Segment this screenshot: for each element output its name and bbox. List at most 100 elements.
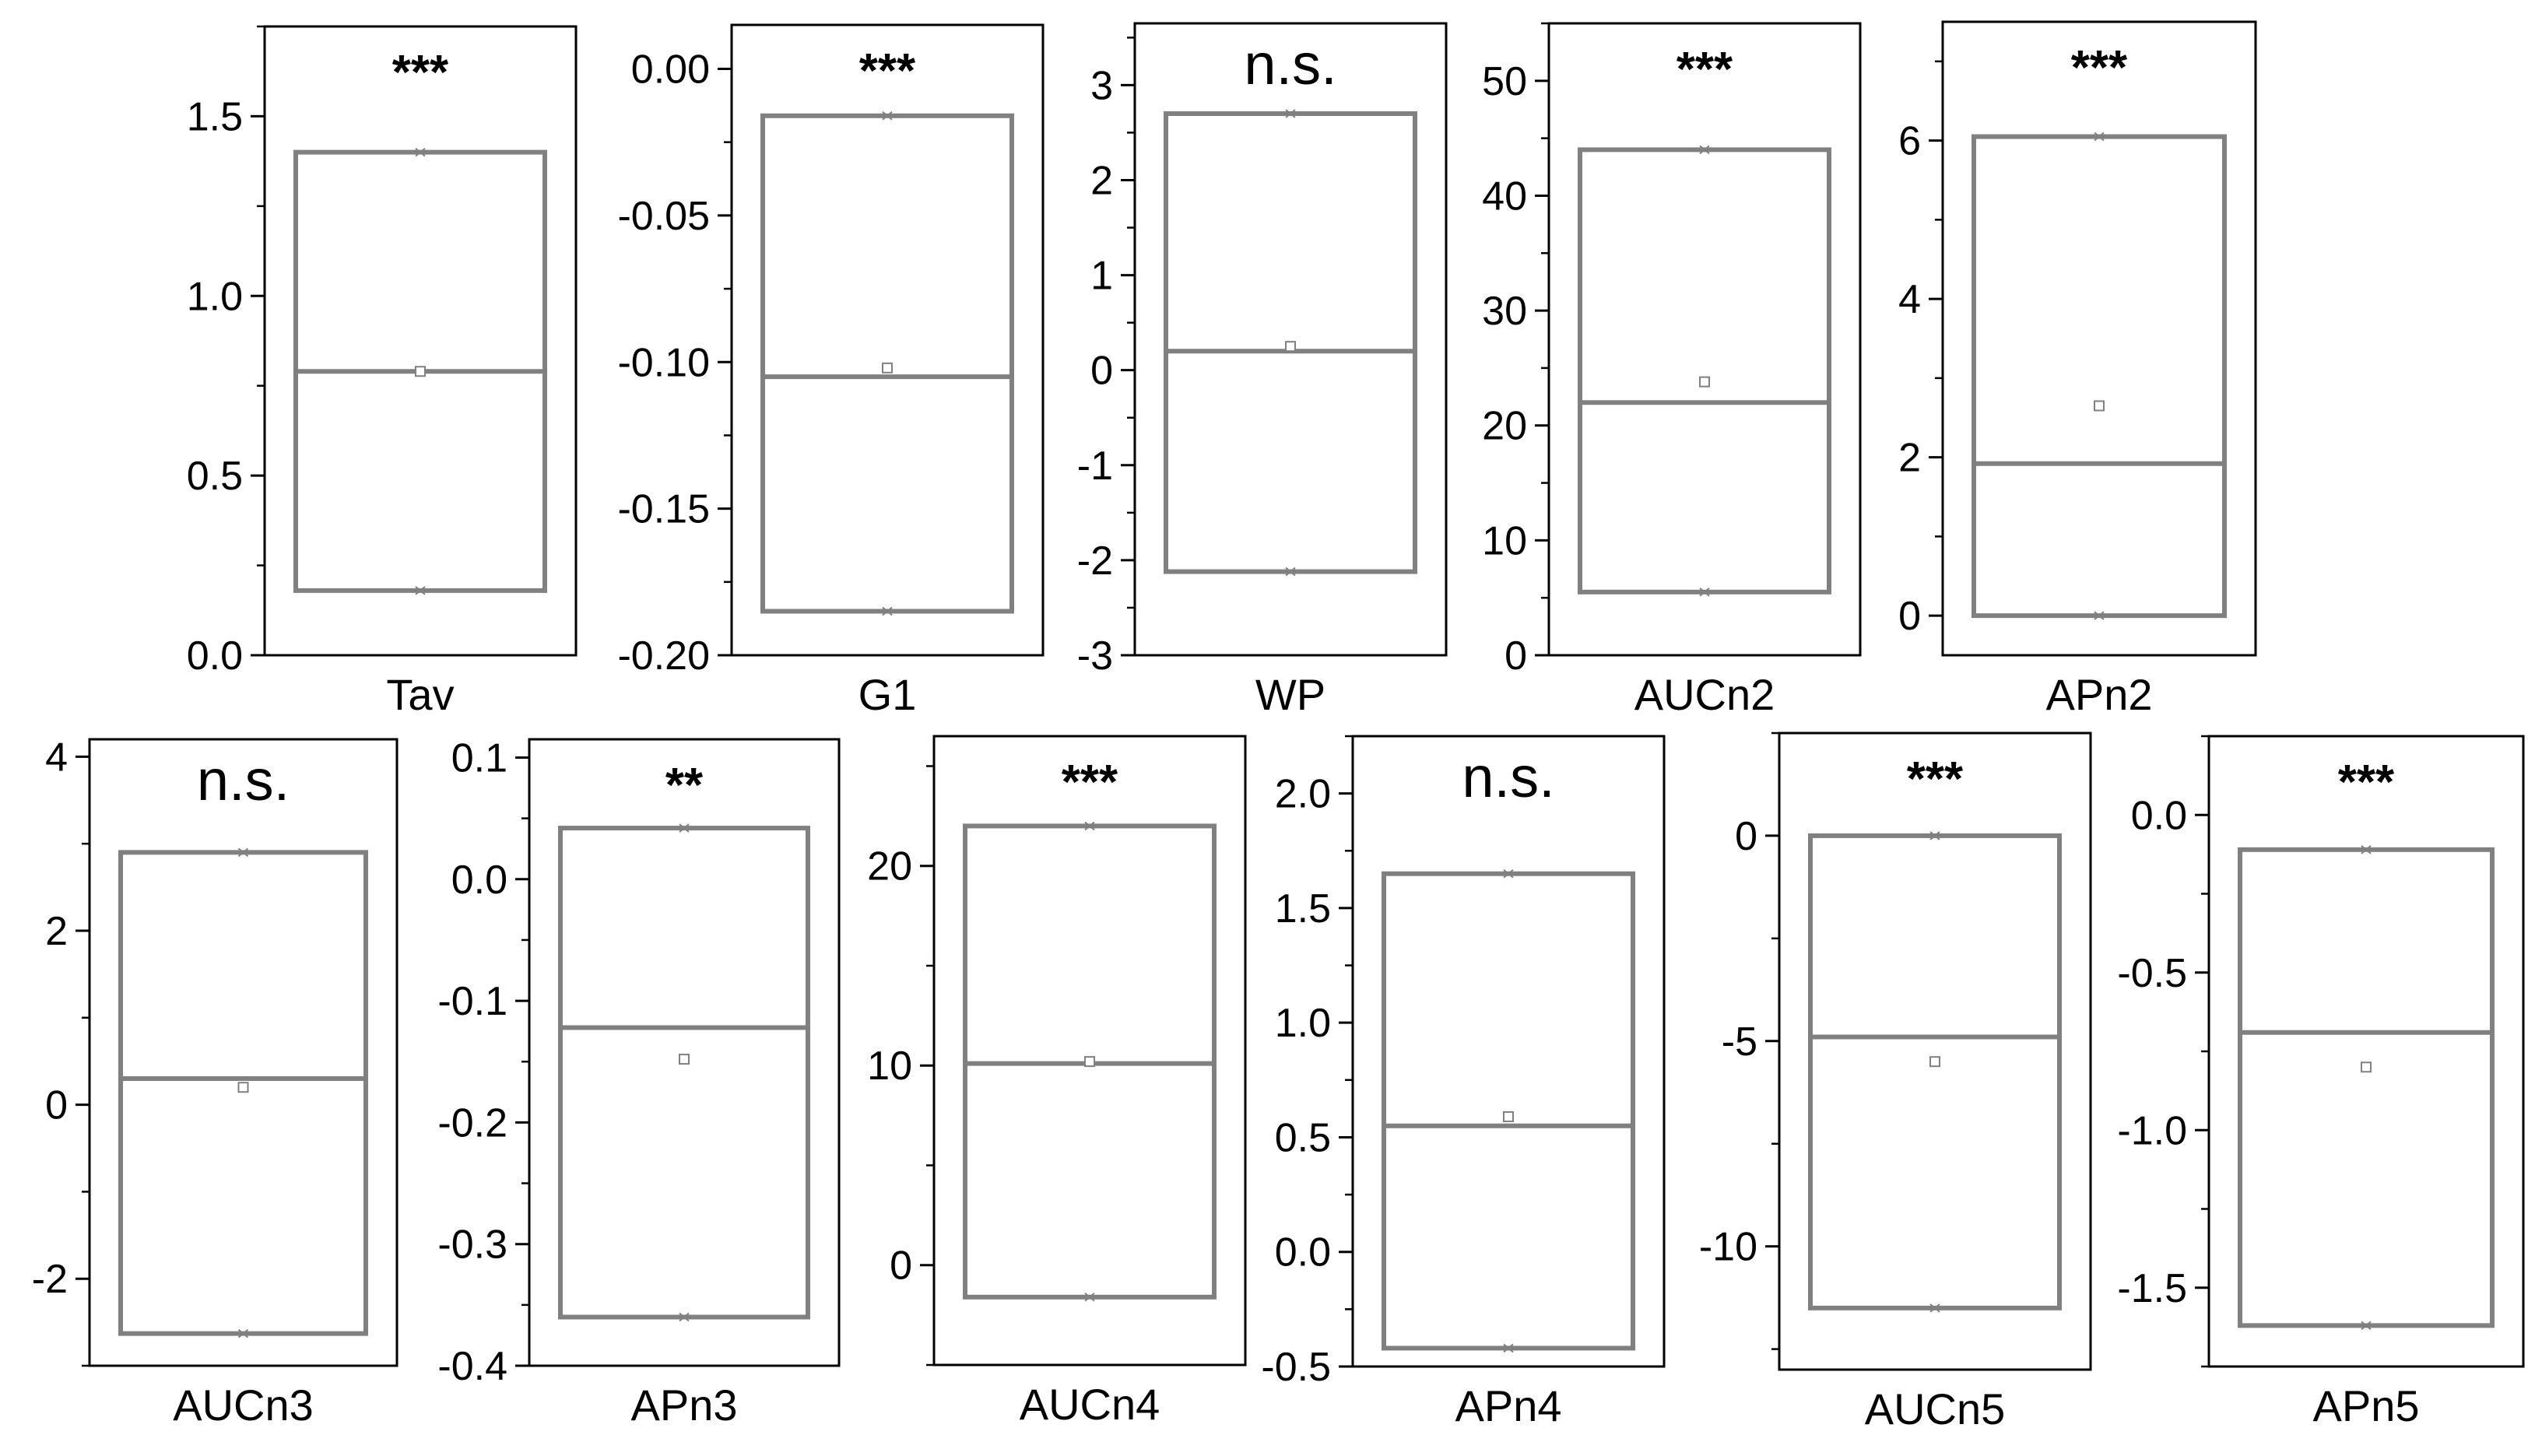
panel-frame [730, 23, 1045, 657]
y-tick-label: -0.4 [437, 1344, 507, 1389]
significance-label: n.s. [197, 748, 290, 812]
y-tick-label: -0.5 [1261, 1345, 1331, 1390]
y-tick-label: 40 [1482, 174, 1527, 219]
panel-frame [1547, 22, 1862, 657]
y-tick-label: 0.0 [451, 858, 507, 903]
extreme-marker [1929, 831, 1940, 840]
y-tick-label: -0.5 [2117, 951, 2187, 996]
y-tick-label: 0 [1898, 594, 1921, 639]
mean-marker [2094, 400, 2105, 412]
extreme-marker [1699, 588, 1710, 597]
x-axis-label: WP [1255, 670, 1325, 719]
significance-label: *** [2071, 41, 2128, 95]
y-tick-label: 10 [1482, 518, 1527, 563]
mean-marker [1084, 1056, 1095, 1068]
y-tick-label: 50 [1482, 59, 1527, 104]
y-tick-label: 0 [1504, 633, 1527, 679]
y-tick-label: 1 [1090, 254, 1113, 299]
panel-frame [1778, 732, 2092, 1371]
x-axis-label: APn2 [2046, 670, 2153, 719]
y-tick-label: 1.5 [1275, 886, 1331, 931]
chart-panel-aucn2: 0 10 20 30 40 50 *** AUCn2 [1482, 22, 1862, 719]
chart-panel-apn4: -0.5 0.0 0.5 1.0 1.5 2.0 n.s. APn4 [1261, 735, 1666, 1430]
y-tick-label: -1.0 [2117, 1108, 2187, 1153]
extreme-marker [237, 1328, 249, 1338]
extreme-marker [1084, 1293, 1095, 1302]
y-tick-label: -0.05 [617, 194, 710, 239]
y-tick-label: 1.0 [187, 274, 243, 319]
panel-frame [528, 738, 841, 1367]
mean-marker [1503, 1110, 1514, 1122]
panel-frame [932, 735, 1247, 1367]
box-rect [1971, 134, 2227, 619]
mean-marker [1699, 376, 1710, 388]
y-tick-label: 2 [1090, 158, 1113, 203]
y-tick-label: 30 [1482, 289, 1527, 334]
extreme-marker [679, 823, 690, 833]
extreme-marker [1285, 567, 1296, 577]
x-axis-label: AUCn5 [1865, 1384, 2006, 1433]
mean-marker [1929, 1056, 1940, 1068]
y-tick-label: 4 [1898, 277, 1921, 322]
mean-marker [415, 366, 426, 377]
chart-panel-apn2: 0 2 4 6 *** APn2 [1898, 20, 2257, 719]
mean-marker [237, 1082, 249, 1093]
y-tick-label: 0 [45, 1083, 68, 1128]
extreme-marker [882, 606, 893, 616]
y-tick-label: 0 [890, 1244, 912, 1289]
y-tick-label: 1.5 [187, 94, 243, 139]
extreme-marker [2094, 132, 2105, 142]
mean-marker [2361, 1061, 2372, 1073]
chart-panel-aucn5: -10 -5 0 *** AUCn5 [1699, 732, 2092, 1433]
y-tick-label: -0.1 [437, 979, 507, 1024]
y-tick-label: 6 [1898, 119, 1921, 164]
x-axis-label: APn3 [631, 1381, 738, 1430]
significance-label: n.s. [1462, 745, 1554, 809]
extreme-marker [2361, 1321, 2372, 1331]
panel-frame [1133, 22, 1448, 657]
y-tick-label: -3 [1077, 633, 1113, 679]
box-rect [1382, 871, 1635, 1351]
chart-panel-g1: -0.20 -0.15 -0.10 -0.05 0.00 *** G1 [617, 23, 1045, 719]
x-axis-label: APn5 [2313, 1381, 2420, 1430]
x-axis-label: AUCn4 [1020, 1380, 1160, 1429]
extreme-marker [679, 1312, 690, 1322]
chart-panel-apn3: -0.4 -0.3 -0.2 -0.1 0.0 0.1 ** APn3 [437, 735, 841, 1430]
y-tick-label: 0.00 [631, 47, 710, 93]
box-rect [118, 850, 368, 1336]
chart-panel-aucn3: -2 0 2 4 n.s. AUCn3 [32, 735, 399, 1430]
y-tick-label: -2 [1077, 539, 1113, 584]
y-tick-label: -0.15 [617, 487, 710, 532]
x-axis-label: APn4 [1455, 1381, 1562, 1430]
y-tick-label: -0.20 [617, 633, 710, 679]
y-tick-label: -1.5 [2117, 1266, 2187, 1311]
y-tick-label: -1 [1077, 444, 1113, 489]
significance-label: *** [1907, 753, 1964, 806]
y-tick-label: 20 [1482, 404, 1527, 449]
significance-label: *** [859, 44, 916, 98]
extreme-marker [1503, 868, 1514, 879]
extreme-marker [1084, 821, 1095, 831]
extreme-marker [2094, 611, 2105, 620]
significance-label: ** [665, 759, 704, 812]
significance-label: *** [2338, 756, 2395, 809]
mean-marker [679, 1054, 690, 1065]
box-rect [2238, 847, 2495, 1328]
y-tick-label: 0.1 [451, 735, 507, 781]
extreme-marker [1503, 1343, 1514, 1353]
chart-panel-tav: 0.0 0.5 1.0 1.5 *** Tav [187, 25, 578, 719]
significance-label: *** [1062, 756, 1118, 809]
panel-frame [263, 25, 578, 657]
y-tick-label: 20 [867, 844, 912, 889]
y-tick-label: 2 [1898, 436, 1921, 481]
extreme-marker [882, 111, 893, 121]
y-tick-label: 10 [867, 1044, 912, 1089]
y-tick-label: -10 [1699, 1225, 1757, 1270]
panel-frame [1351, 735, 1666, 1368]
y-tick-label: -5 [1722, 1019, 1757, 1065]
mean-marker [1285, 341, 1296, 353]
y-tick-label: 0.5 [1275, 1115, 1331, 1160]
significance-label: *** [1677, 43, 1733, 96]
